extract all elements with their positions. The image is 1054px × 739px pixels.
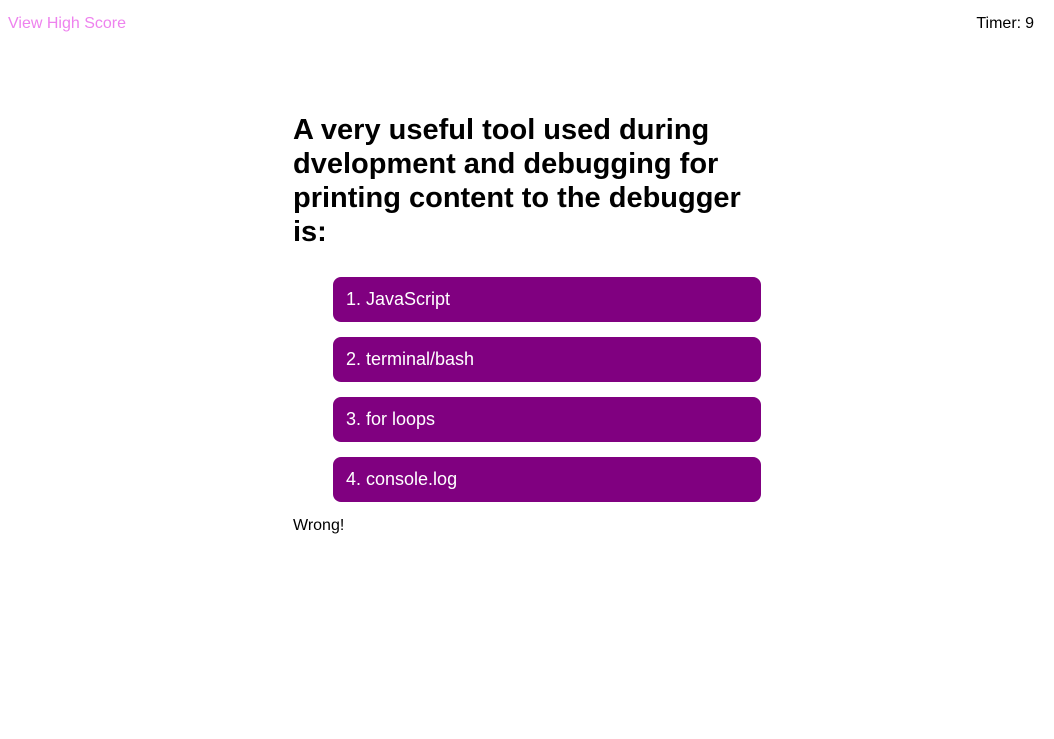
answer-item: 4. console.log	[333, 457, 761, 502]
answer-button-1[interactable]: 1. JavaScript	[333, 277, 761, 322]
answer-item: 1. JavaScript	[333, 277, 761, 322]
answer-button-3[interactable]: 3. for loops	[333, 397, 761, 442]
answer-button-2[interactable]: 2. terminal/bash	[333, 337, 761, 382]
answer-item: 2. terminal/bash	[333, 337, 761, 382]
top-bar: View High Score Timer: 9	[0, 0, 1054, 48]
answer-list: 1. JavaScript 2. terminal/bash 3. for lo…	[333, 277, 761, 502]
quiz-card: A very useful tool used during dvelopmen…	[293, 113, 765, 535]
answer-feedback: Wrong!	[293, 517, 345, 534]
view-high-score-link[interactable]: View High Score	[8, 15, 126, 32]
question-text: A very useful tool used during dvelopmen…	[293, 114, 741, 248]
timer-label: Timer:	[976, 15, 1022, 32]
answer-item: 3. for loops	[333, 397, 761, 442]
answer-button-4[interactable]: 4. console.log	[333, 457, 761, 502]
timer-value: 9	[1025, 15, 1034, 32]
timer: Timer: 9	[976, 15, 1034, 33]
